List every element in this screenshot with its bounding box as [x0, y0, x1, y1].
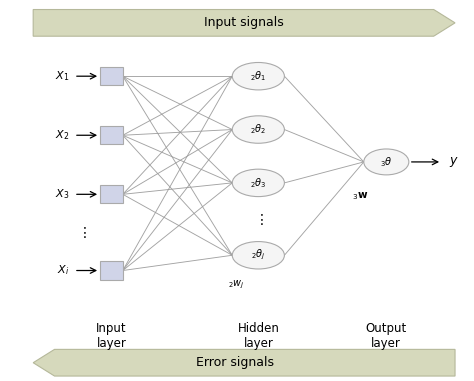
Text: $_2w_j$: $_2w_j$ — [228, 279, 244, 291]
Ellipse shape — [232, 62, 284, 90]
Text: $X_2$: $X_2$ — [55, 128, 69, 142]
Text: $_2\theta_2$: $_2\theta_2$ — [250, 123, 266, 136]
Text: Input signals: Input signals — [204, 16, 284, 29]
FancyBboxPatch shape — [100, 261, 123, 280]
Text: $_2\theta_3$: $_2\theta_3$ — [250, 176, 266, 190]
Text: $_3\theta$: $_3\theta$ — [380, 155, 392, 169]
FancyBboxPatch shape — [100, 126, 123, 144]
Text: Hidden
layer: Hidden layer — [237, 322, 279, 350]
Text: $X_3$: $X_3$ — [55, 187, 69, 201]
Text: Error signals: Error signals — [196, 356, 273, 369]
Ellipse shape — [232, 116, 284, 143]
Ellipse shape — [232, 169, 284, 197]
Text: $\vdots$: $\vdots$ — [77, 225, 87, 240]
Text: $_3\mathbf{w}$: $_3\mathbf{w}$ — [352, 190, 368, 202]
Text: $_2\theta_j$: $_2\theta_j$ — [251, 248, 265, 263]
Ellipse shape — [232, 242, 284, 269]
Text: Input
layer: Input layer — [96, 322, 127, 350]
Polygon shape — [33, 349, 455, 376]
Text: $X_1$: $X_1$ — [55, 69, 69, 83]
Text: $X_i$: $X_i$ — [57, 264, 69, 277]
Ellipse shape — [364, 149, 409, 175]
Text: $y$: $y$ — [449, 155, 459, 169]
FancyBboxPatch shape — [100, 67, 123, 85]
Text: $_2\theta_1$: $_2\theta_1$ — [250, 69, 266, 83]
Polygon shape — [33, 10, 455, 36]
FancyBboxPatch shape — [100, 185, 123, 203]
Text: $\vdots$: $\vdots$ — [254, 211, 263, 227]
Text: Output
layer: Output layer — [365, 322, 407, 350]
